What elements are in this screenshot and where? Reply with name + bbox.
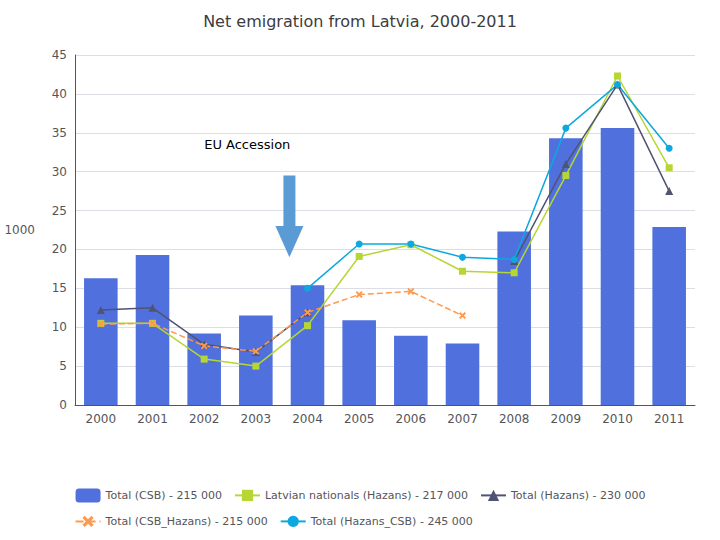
svg-text:2003: 2003 [241,412,272,426]
svg-text:Net emigration from Latvia, 20: Net emigration from Latvia, 2000-2011 [203,12,517,31]
svg-text:40: 40 [52,87,67,101]
svg-text:Total (CSB) - 215 000: Total (CSB) - 215 000 [105,489,222,502]
svg-text:2009: 2009 [551,412,582,426]
svg-text:EU Accession: EU Accession [204,137,290,152]
svg-text:15: 15 [52,281,67,295]
svg-text:Total (Hazans) - 230 000: Total (Hazans) - 230 000 [510,489,645,502]
svg-text:5: 5 [59,359,67,373]
svg-text:30: 30 [52,165,67,179]
svg-text:0: 0 [59,398,67,412]
svg-text:2006: 2006 [396,412,427,426]
svg-text:2010: 2010 [602,412,633,426]
svg-text:Latvian nationals (Hazans) - 2: Latvian nationals (Hazans) - 217 000 [265,489,468,502]
svg-text:2008: 2008 [499,412,530,426]
svg-text:Total (Hazans_CSB) - 245 000: Total (Hazans_CSB) - 245 000 [310,515,473,528]
svg-text:10: 10 [52,320,67,334]
svg-text:2004: 2004 [292,412,323,426]
svg-text:2000: 2000 [86,412,117,426]
svg-text:Total (CSB_Hazans) - 215 000: Total (CSB_Hazans) - 215 000 [105,515,268,528]
svg-text:20: 20 [52,242,67,256]
svg-text:2001: 2001 [137,412,168,426]
svg-text:1000: 1000 [4,223,35,237]
svg-text:45: 45 [52,48,67,62]
svg-text:25: 25 [52,204,67,218]
svg-text:35: 35 [52,126,67,140]
svg-text:2002: 2002 [189,412,220,426]
svg-text:2011: 2011 [654,412,685,426]
svg-text:2007: 2007 [447,412,478,426]
svg-text:2005: 2005 [344,412,375,426]
